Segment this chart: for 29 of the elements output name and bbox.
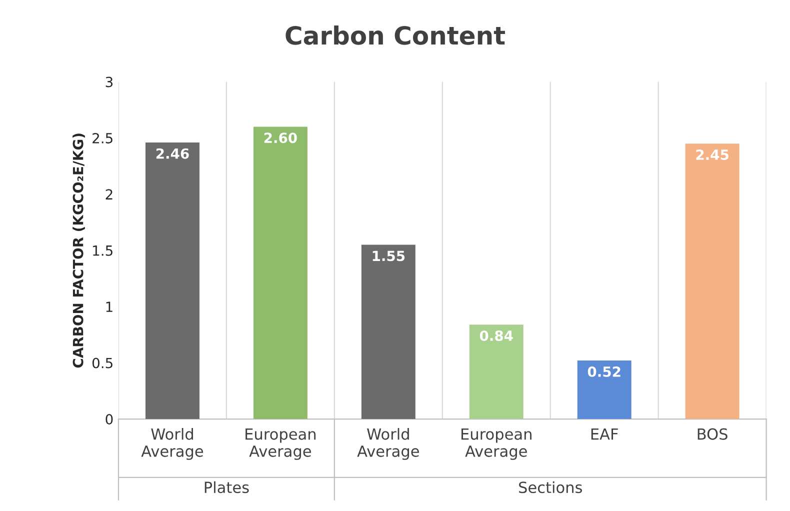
bar xyxy=(361,244,416,420)
data-label: 0.52 xyxy=(588,366,620,377)
text: Plates xyxy=(204,481,249,494)
x-tick-label: European Average xyxy=(462,428,532,460)
y-tick-label: 1.5 xyxy=(93,246,112,256)
y-tick-label: 0.5 xyxy=(92,358,112,368)
data-label: 2.46 xyxy=(156,148,189,159)
bar xyxy=(685,144,740,420)
x-tick-label: World Average xyxy=(357,428,419,460)
bar xyxy=(577,360,632,420)
data-label: 1.55 xyxy=(372,250,405,262)
y-tick-label: 3 xyxy=(106,76,113,88)
x-tick-label: World Average xyxy=(141,428,204,460)
text: Sections xyxy=(519,481,582,494)
y-tick-label: 1 xyxy=(106,302,112,312)
y-tick-label: 2 xyxy=(106,189,112,200)
x-tick-label: EAF xyxy=(591,428,618,440)
data-label: 0.84 xyxy=(480,330,513,341)
x-tick-label: European Average xyxy=(246,428,316,460)
data-label: 2.60 xyxy=(264,132,297,144)
x-tick-label: BOS xyxy=(698,428,728,440)
y-axis-title: CARBON FACTOR (KGCO₂E/KG) xyxy=(72,134,85,368)
bar xyxy=(253,126,308,420)
data-label: 2.45 xyxy=(696,149,728,160)
bar xyxy=(145,142,200,420)
y-tick-label: 0 xyxy=(106,414,113,424)
bar xyxy=(469,324,524,420)
y-tick-label: 2.5 xyxy=(92,132,112,144)
chart-title: Carbon Content xyxy=(286,26,505,45)
